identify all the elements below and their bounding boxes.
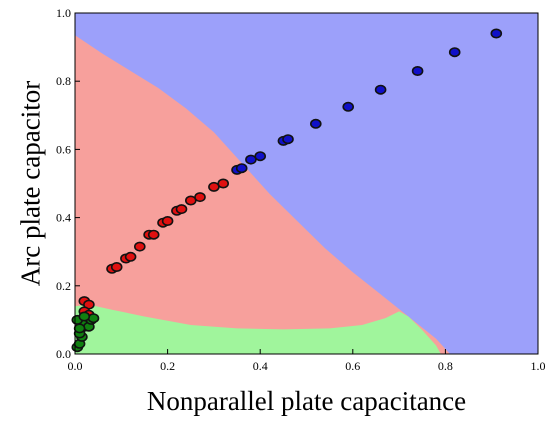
point-s0-1 (235, 163, 248, 174)
point-s0-2 (245, 154, 257, 165)
point-s2-11 (73, 323, 86, 334)
point-s0-3 (254, 151, 267, 162)
y-tick-label: 0.6 (56, 142, 71, 156)
point-s1-16 (194, 192, 206, 203)
point-s1-7 (124, 251, 137, 262)
point-s1-12 (161, 216, 174, 227)
x-tick-label: 0.8 (438, 359, 453, 373)
point-s1-14 (175, 204, 188, 215)
point-s1-5 (110, 261, 123, 272)
data-points (71, 28, 503, 353)
plot-frame (74, 12, 539, 355)
point-s0-10 (448, 47, 461, 58)
y-axis-title: Arc plate capacitor (15, 81, 45, 286)
y-tick-label: 0.4 (56, 211, 71, 225)
point-s0-6 (309, 118, 322, 129)
point-s1-17 (208, 181, 220, 192)
x-tick-label: 0.6 (345, 359, 360, 373)
x-axis-title: Nonparallel plate capacitance (147, 386, 466, 416)
point-s0-8 (374, 84, 387, 95)
point-s0-7 (342, 101, 355, 112)
y-tick-label: 0.0 (56, 347, 71, 361)
x-axis-ticks: 0.0 0.2 0.4 0.6 0.8 1.0 (68, 349, 546, 373)
point-s0-11 (490, 28, 503, 39)
y-tick-label: 0.8 (56, 74, 71, 88)
point-s2-8 (87, 313, 100, 324)
x-tick-label: 0.2 (160, 359, 175, 373)
point-s1-10 (147, 229, 160, 240)
y-tick-label: 1.0 (56, 6, 71, 20)
point-s0-9 (411, 66, 424, 77)
region-1 (75, 35, 450, 354)
y-tick-label: 0.2 (56, 279, 71, 293)
y-axis-ticks: 0.0 0.2 0.4 0.6 0.8 1.0 (56, 6, 80, 361)
point-s0-5 (282, 134, 294, 145)
point-s1-18 (217, 178, 229, 189)
x-tick-label: 1.0 (531, 359, 546, 373)
x-tick-label: 0.4 (253, 359, 268, 373)
point-s1-8 (134, 241, 146, 252)
decision-regions (75, 13, 538, 354)
x-tick-label: 0.0 (68, 359, 83, 373)
region-2 (75, 304, 441, 354)
point-s2-10 (78, 311, 91, 322)
